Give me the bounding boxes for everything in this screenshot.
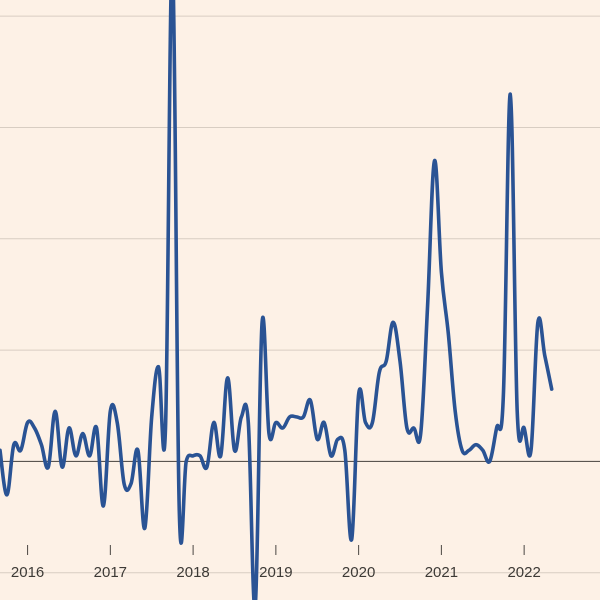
series-layer — [0, 0, 554, 600]
gridlines — [0, 15, 600, 574]
x-tick-label: 2020 — [342, 564, 375, 581]
x-axis: 2016 2017 2018 2019 2020 2021 2022 — [11, 545, 541, 581]
x-tick-label: 2016 — [11, 564, 44, 581]
x-tick-label: 2021 — [425, 564, 458, 581]
x-tick-label: 2017 — [94, 564, 127, 581]
series-line — [0, 0, 554, 600]
x-tick-label: 2018 — [176, 564, 209, 581]
x-tick-label: 2019 — [259, 564, 292, 581]
x-tick-label: 2022 — [507, 564, 540, 581]
